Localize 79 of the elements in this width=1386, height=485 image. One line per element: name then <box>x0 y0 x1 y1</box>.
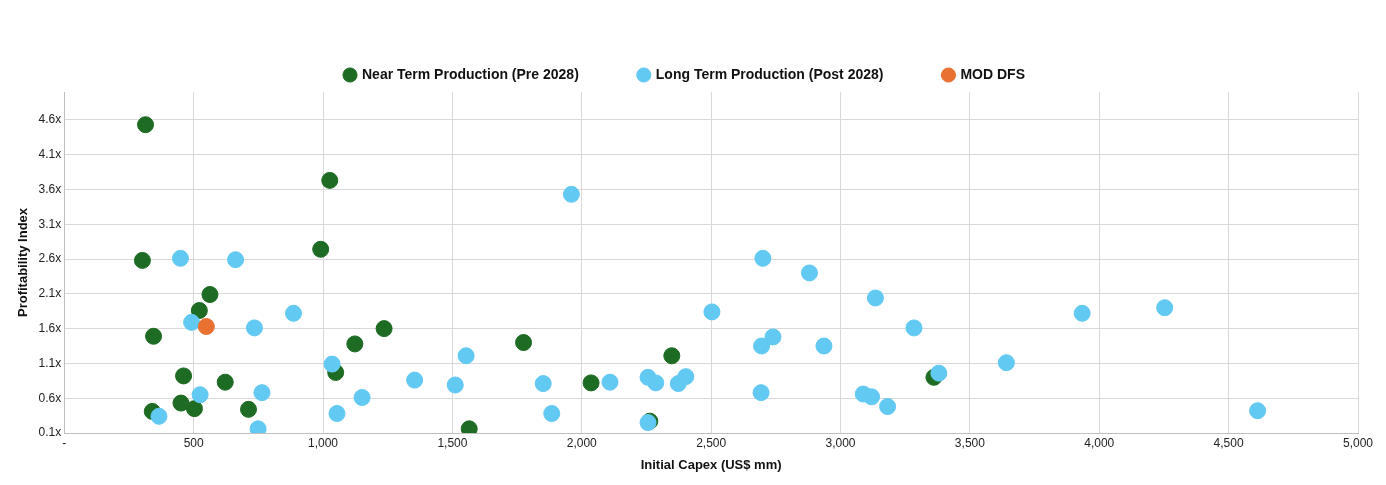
point <box>375 320 393 338</box>
point <box>191 386 209 404</box>
x-tick-label: 1,000 <box>308 435 339 450</box>
x-tick-label: 4,000 <box>1084 435 1115 450</box>
point <box>245 319 263 337</box>
point <box>172 394 190 412</box>
point <box>227 251 245 269</box>
point <box>543 405 561 423</box>
x-axis-title: Initial Capex (US$ mm) <box>640 456 782 472</box>
point <box>197 318 215 336</box>
point <box>406 371 424 389</box>
point <box>997 354 1015 372</box>
y-tick-label: 4.6x <box>38 112 62 127</box>
legend-label: MOD DFS <box>960 65 1026 82</box>
point <box>582 374 600 392</box>
point <box>240 400 258 418</box>
point <box>183 313 201 331</box>
y-tick-label: 1.6x <box>38 320 62 335</box>
point <box>764 328 782 346</box>
point <box>328 405 346 423</box>
point <box>879 398 897 416</box>
legend-label: Long Term Production (Post 2028) <box>655 65 884 82</box>
point <box>647 374 665 392</box>
y-tick-label: 4.1x <box>38 146 62 161</box>
point <box>562 185 580 203</box>
legend-label: Near Term Production (Pre 2028) <box>361 65 579 82</box>
point <box>150 407 168 425</box>
point <box>446 376 464 394</box>
point <box>321 171 339 189</box>
point <box>312 240 330 258</box>
x-tick-label: - <box>62 435 67 450</box>
point <box>752 384 770 402</box>
y-tick-label: 2.1x <box>38 286 62 301</box>
point <box>866 289 884 307</box>
x-tick-label: 2,000 <box>566 435 598 450</box>
point <box>201 286 219 304</box>
point <box>800 264 818 282</box>
point <box>815 337 833 355</box>
point <box>515 334 533 352</box>
point <box>323 355 341 373</box>
point <box>1073 304 1091 322</box>
point <box>216 373 234 391</box>
point <box>753 337 771 355</box>
y-tick-label: 3.6x <box>38 181 62 196</box>
point <box>1156 299 1174 317</box>
point <box>145 327 163 345</box>
x-tick-label: 2,500 <box>696 435 727 450</box>
point <box>171 249 189 267</box>
point <box>663 347 681 365</box>
point <box>930 364 948 382</box>
point <box>185 400 203 418</box>
point <box>353 389 371 407</box>
point <box>703 303 721 321</box>
point <box>601 373 619 391</box>
point <box>137 116 155 134</box>
point <box>346 335 364 353</box>
y-tick-label: 1.1x <box>38 355 62 370</box>
x-tick-label: 1,500 <box>437 435 468 450</box>
point <box>253 384 271 402</box>
x-tick-label: 3,000 <box>825 435 856 450</box>
point <box>534 375 552 393</box>
point <box>1249 402 1267 420</box>
x-tick-label: 4,500 <box>1213 435 1244 450</box>
point <box>133 251 151 269</box>
point <box>175 367 193 385</box>
point <box>457 347 475 365</box>
x-tick-label: 5,000 <box>1342 435 1374 450</box>
y-tick-label: 0.6x <box>38 390 62 405</box>
y-axis-title: Profitability Index <box>15 207 31 318</box>
x-tick-label: 500 <box>183 435 204 450</box>
y-tick-label: 3.1x <box>38 216 62 231</box>
point <box>905 319 923 337</box>
point <box>863 388 881 406</box>
point <box>754 249 772 267</box>
x-tick-label: 3,500 <box>954 435 986 450</box>
point <box>677 368 695 386</box>
y-tick-label: 0.1x <box>38 425 62 440</box>
y-tick-label: 2.6x <box>38 251 62 266</box>
point <box>285 304 303 322</box>
